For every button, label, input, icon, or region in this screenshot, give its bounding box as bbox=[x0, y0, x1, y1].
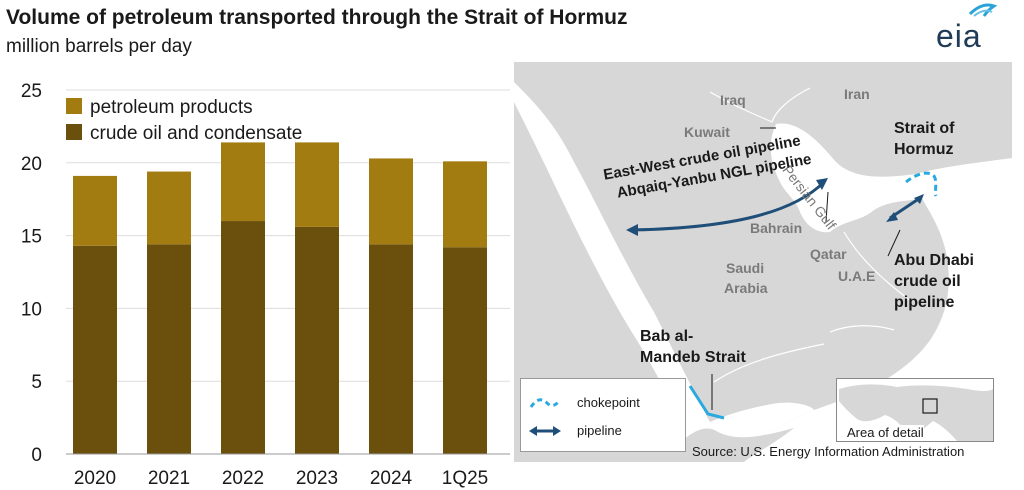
label-strait-hormuz: Strait of Hormuz bbox=[894, 120, 955, 158]
eia-logo-text: eia bbox=[936, 18, 982, 54]
red-sea-water bbox=[514, 82, 714, 462]
horn-of-africa bbox=[664, 428, 794, 462]
label-uae: U.A.E bbox=[838, 268, 876, 284]
inset-label: Area of detail bbox=[847, 425, 924, 440]
label-kuwait: Kuwait bbox=[684, 124, 730, 140]
legend-label-products: petroleum products bbox=[90, 97, 253, 118]
bar-chart: 0 5 10 15 20 25 2020 2021 2022 2023 2024 1Q25 petrol… bbox=[21, 81, 510, 489]
x-tick-label: 2020 bbox=[74, 468, 116, 489]
x-tick-label: 2024 bbox=[370, 468, 413, 489]
chart-title: Volume of petroleum transported through … bbox=[6, 6, 628, 29]
bar-crude-oil bbox=[443, 247, 487, 454]
inset-map-graphic bbox=[839, 384, 993, 441]
y-tick-label: 25 bbox=[21, 81, 42, 102]
x-tick-label: 2023 bbox=[296, 468, 338, 489]
bar-crude-oil bbox=[369, 244, 413, 454]
east-west-pipeline bbox=[631, 180, 826, 232]
bar-petroleum-products bbox=[369, 158, 413, 245]
label-bahrain: Bahrain bbox=[750, 220, 803, 236]
x-tick-label: 1Q25 bbox=[442, 468, 488, 489]
bar-petroleum-products bbox=[147, 171, 191, 245]
eia-logo bbox=[968, 3, 998, 17]
label-arabia: Arabia bbox=[724, 280, 768, 296]
label-iran: Iran bbox=[844, 86, 870, 102]
bar-petroleum-products bbox=[295, 142, 339, 227]
bar-crude-oil bbox=[221, 221, 265, 454]
inset-highlight-box bbox=[922, 398, 938, 414]
legend-swatch-products bbox=[66, 98, 82, 114]
bar-crude-oil bbox=[147, 244, 191, 454]
y-tick-label: 20 bbox=[21, 154, 42, 175]
legend-swatch-crude bbox=[66, 124, 82, 140]
persian-gulf-water bbox=[770, 123, 927, 233]
label-bab-el-mandeb: Bab al- Mandeb Strait bbox=[640, 328, 746, 366]
label-saudi: Saudi bbox=[726, 260, 765, 276]
label-iraq: Iraq bbox=[720, 92, 746, 108]
y-tick-label: 15 bbox=[21, 227, 42, 248]
legend-pipeline-label: pipeline bbox=[577, 423, 622, 438]
bar-petroleum-products bbox=[443, 161, 487, 248]
chart-subtitle: million barrels per day bbox=[6, 36, 192, 57]
x-tick-label: 2021 bbox=[148, 468, 190, 489]
label-qatar: Qatar bbox=[810, 246, 847, 262]
map-legend-keys bbox=[529, 398, 561, 436]
inset-map: Area of detail bbox=[836, 378, 994, 442]
bab-el-mandeb-chokepoint bbox=[688, 385, 725, 420]
map-legend: chokepoint pipeline bbox=[520, 378, 686, 452]
y-tick-label: 0 bbox=[31, 445, 42, 466]
y-tick-label: 10 bbox=[21, 299, 42, 320]
label-abu-dhabi-pipeline: Abu Dhabi crude oil pipeline bbox=[894, 252, 974, 311]
bar-petroleum-products bbox=[221, 142, 265, 222]
legend-label-crude: crude oil and condensate bbox=[90, 123, 302, 144]
hormuz-chokepoint bbox=[905, 171, 938, 197]
legend-chokepoint-label: chokepoint bbox=[577, 395, 640, 410]
bar-petroleum-products bbox=[73, 175, 117, 246]
bar-crude-oil bbox=[295, 226, 339, 454]
x-tick-label: 2022 bbox=[222, 468, 264, 489]
y-tick-label: 5 bbox=[31, 372, 42, 393]
source-note: Source: U.S. Energy Information Administ… bbox=[692, 444, 965, 459]
bar-crude-oil bbox=[73, 245, 117, 454]
